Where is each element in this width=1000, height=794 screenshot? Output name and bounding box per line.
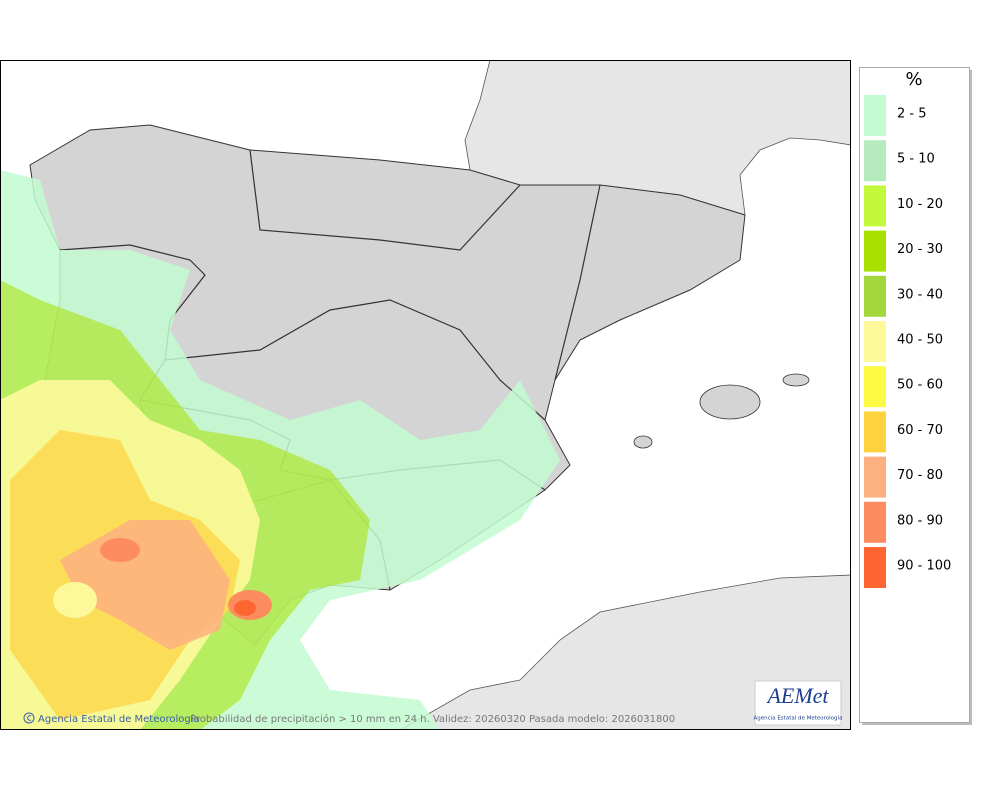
- credit: Agencia Estatal de Meteorología: [38, 713, 200, 725]
- legend-label: 70 - 80: [897, 468, 943, 483]
- mallorca: [699, 384, 761, 420]
- copyright-icon: [23, 712, 35, 724]
- legend-label: 2 - 5: [897, 107, 927, 122]
- copyright-icon: [27, 715, 32, 721]
- legend-label: 40 - 50: [897, 333, 943, 348]
- legend-label: 80 - 90: [897, 513, 943, 528]
- map-frame: [0, 60, 851, 730]
- legend-label: 60 - 70: [897, 423, 943, 438]
- precipitation-field: [1, 170, 560, 729]
- legend-items: 2 - 5 5 - 10 10 - 20 20 - 30 30 - 40 40 - 50 5…: [864, 95, 951, 588]
- legend-swatch: [864, 411, 886, 453]
- legend-swatch: [864, 547, 886, 588]
- logo-box: [754, 680, 842, 726]
- legend-title: %: [905, 69, 922, 90]
- legend-label: 50 - 60: [897, 378, 943, 393]
- logo-subtitle: Agencia Estatal de Meteorología: [754, 715, 843, 722]
- legend-label: 20 - 30: [897, 242, 943, 257]
- legend-label: 10 - 20: [897, 197, 943, 212]
- africa-land: [400, 574, 850, 729]
- legend-label: 30 - 40: [897, 287, 943, 302]
- legend-swatch: [864, 366, 886, 408]
- legend-swatch: [864, 230, 886, 272]
- menorca: [782, 373, 810, 387]
- legend-swatch: [864, 501, 886, 543]
- caption: Probabilidad de precipitación > 10 mm en…: [190, 713, 675, 725]
- legend-swatch: [864, 140, 886, 182]
- legend-swatch: [864, 95, 886, 136]
- legend-swatch: [864, 321, 886, 362]
- map: [1, 61, 850, 729]
- legend-swatch: [864, 275, 886, 317]
- legend-swatch: [864, 185, 886, 227]
- logo-name: AEMet: [765, 683, 829, 708]
- legend-label: 90 - 100: [897, 559, 951, 574]
- legend-label: 5 - 10: [897, 152, 935, 167]
- ibiza: [633, 435, 653, 449]
- legend-swatch: [864, 456, 886, 498]
